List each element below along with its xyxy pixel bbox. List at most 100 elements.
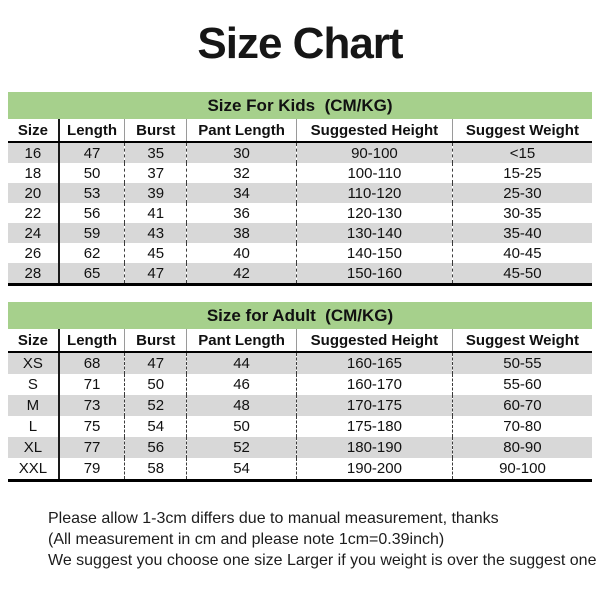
kids-header-row: Size Length Burst Pant Length Suggested Heig…: [8, 119, 592, 144]
table-cell: 47: [57, 142, 125, 164]
table-cell: 24: [24, 224, 42, 242]
table-cell: M: [26, 397, 40, 415]
table-cell: 120-130: [295, 203, 453, 224]
table-cell: 100-110: [295, 163, 453, 184]
table-cell: 130-140: [295, 223, 453, 244]
table-cell: 47: [124, 352, 187, 375]
size-table-adult: Size Length Burst Pant Length Suggested Heig…: [8, 329, 592, 483]
table-cell: 90-100: [295, 142, 453, 164]
table-cell: 160-165: [295, 352, 453, 375]
table-row: 26 62 45 40 140-150 40-45: [8, 243, 592, 264]
page-title: Size Chart: [197, 19, 403, 68]
table-row: 16 47 35 30 90-100 <15: [8, 142, 592, 164]
table-row: S 71 50 46 160-170 55-60: [8, 374, 592, 396]
table-cell: 47: [124, 263, 187, 285]
table-cell: 20: [24, 184, 42, 202]
table-row: 22 56 41 36 120-130 30-35: [8, 203, 592, 224]
table-cell: S: [27, 376, 38, 394]
table-row: XXL 79 58 54 190-200 90-100: [8, 458, 592, 481]
table-cell: 50: [57, 163, 125, 184]
table-cell: 140-150: [295, 243, 453, 264]
table-cell: 26: [24, 244, 42, 262]
table-cell: 110-120: [295, 183, 453, 204]
table-cell: 73: [57, 395, 125, 417]
kids-table-caption: Size For Kids (CM/KG): [8, 92, 592, 120]
table-cell: 44: [186, 352, 297, 375]
table-cell: 58: [124, 458, 187, 481]
table-cell: 80-90: [451, 437, 592, 459]
table-cell: 34: [186, 183, 297, 204]
table-cell: 30: [186, 142, 297, 164]
table-cell: 75: [57, 416, 125, 438]
table-cell: 35: [124, 142, 187, 164]
table-cell: 54: [124, 416, 187, 438]
column-header-length: Length: [57, 119, 125, 144]
table-cell: XL: [23, 439, 43, 457]
table-cell: 56: [57, 203, 125, 224]
table-cell: 39: [124, 183, 187, 204]
table-row: 18 50 37 32 100-110 15-25: [8, 163, 592, 184]
table-cell: 90-100: [451, 458, 592, 481]
table-cell: XS: [22, 355, 43, 373]
table-cell: 50: [124, 374, 187, 396]
table-row: 24 59 43 38 130-140 35-40: [8, 223, 592, 244]
table-cell: 53: [57, 183, 125, 204]
table-cell: 28: [24, 264, 42, 282]
table-cell: 16: [24, 144, 42, 162]
column-header-suggested-height: Suggested Height: [295, 329, 453, 354]
table-cell: 50: [186, 416, 297, 438]
table-row: L 75 54 50 175-180 70-80: [8, 416, 592, 438]
measurement-note-line2: (All measurement in cm and please note 1…: [48, 531, 445, 549]
table-cell: 30-35: [451, 203, 592, 224]
table-cell: 77: [57, 437, 125, 459]
table-cell: 170-175: [295, 395, 453, 417]
adult-table-caption: Size for Adult (CM/KG): [8, 302, 592, 330]
table-cell: 40: [186, 243, 297, 264]
table-cell: 15-25: [451, 163, 592, 184]
table-cell: 45-50: [451, 263, 592, 285]
measurement-note-line3: We suggest you choose one size Larger if…: [48, 552, 597, 570]
column-header-burst: Burst: [124, 119, 187, 144]
table-cell: 48: [186, 395, 297, 417]
table-cell: 37: [124, 163, 187, 184]
table-row: 28 65 47 42 150-160 45-50: [8, 263, 592, 285]
measurement-note-line1: Please allow 1-3cm differs due to manual…: [48, 510, 499, 528]
table-cell: 43: [124, 223, 187, 244]
column-header-suggested-height: Suggested Height: [295, 119, 453, 144]
column-header-length: Length: [57, 329, 125, 354]
table-cell: 52: [186, 437, 297, 459]
table-cell: 46: [186, 374, 297, 396]
table-cell: XXL: [18, 460, 48, 478]
table-cell: L: [28, 418, 38, 436]
table-cell: 60-70: [451, 395, 592, 417]
table-cell: 190-200: [295, 458, 453, 481]
table-row: XS 68 47 44 160-165 50-55: [8, 352, 592, 375]
table-cell: 59: [57, 223, 125, 244]
table-cell: 55-60: [451, 374, 592, 396]
table-cell: 41: [124, 203, 187, 224]
table-cell: <15: [451, 142, 592, 164]
table-cell: 160-170: [295, 374, 453, 396]
table-cell: 36: [186, 203, 297, 224]
column-header-pant-length: Pant Length: [186, 329, 297, 354]
table-row: 20 53 39 34 110-120 25-30: [8, 183, 592, 204]
table-cell: 65: [57, 263, 125, 285]
size-table-kids: Size Length Burst Pant Length Suggested Heig…: [8, 119, 592, 287]
table-cell: 38: [186, 223, 297, 244]
column-header-burst: Burst: [124, 329, 187, 354]
table-cell: 50-55: [451, 352, 592, 375]
table-cell: 32: [186, 163, 297, 184]
table-cell: 175-180: [295, 416, 453, 438]
adult-header-row: Size Length Burst Pant Length Suggested Heig…: [8, 329, 592, 354]
table-cell: 150-160: [295, 263, 453, 285]
table-cell: 70-80: [451, 416, 592, 438]
table-row: M 73 52 48 170-175 60-70: [8, 395, 592, 417]
table-cell: 180-190: [295, 437, 453, 459]
table-cell: 25-30: [451, 183, 592, 204]
column-header-size: Size: [8, 329, 59, 354]
table-cell: 56: [124, 437, 187, 459]
table-cell: 42: [186, 263, 297, 285]
column-header-size: Size: [8, 119, 59, 144]
table-cell: 22: [24, 204, 42, 222]
column-header-suggest-weight: Suggest Weight: [451, 119, 592, 144]
